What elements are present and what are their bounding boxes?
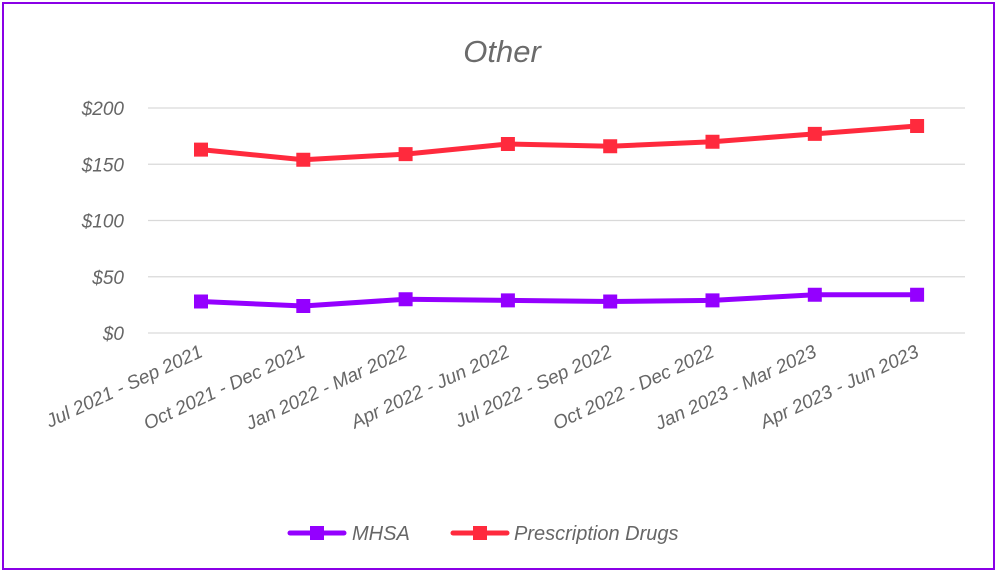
data-point — [603, 139, 618, 154]
x-tick-label: Jan 2022 - Mar 2022 — [242, 341, 411, 435]
data-point — [194, 294, 208, 309]
x-tick-label: Jan 2023 - Mar 2023 — [651, 341, 820, 435]
legend-marker — [310, 526, 324, 540]
series-line-prescription-drugs — [198, 123, 920, 163]
data-point — [705, 293, 720, 308]
data-point — [296, 299, 311, 313]
legend-marker — [473, 526, 487, 540]
data-point — [194, 142, 208, 157]
data-point — [807, 287, 822, 302]
y-tick-label: $150 — [81, 155, 125, 176]
legend-label: MHSA — [352, 523, 410, 545]
data-point — [603, 294, 618, 309]
data-point — [500, 293, 515, 308]
data-point — [910, 119, 925, 133]
series-line-mhsa — [198, 292, 920, 309]
chart-title: Other — [463, 34, 542, 69]
data-point — [705, 134, 720, 149]
y-tick-label: $200 — [81, 99, 125, 120]
data-point — [910, 287, 925, 302]
y-tick-label: $0 — [102, 324, 125, 345]
grid — [148, 107, 965, 334]
data-point — [500, 137, 515, 151]
data-point — [296, 152, 311, 167]
legend: MHSA Prescription Drugs — [287, 523, 679, 545]
y-tick-label: $50 — [91, 268, 124, 289]
data-point — [398, 147, 413, 162]
data-point — [398, 292, 413, 307]
legend-label: Prescription Drugs — [514, 523, 679, 545]
y-axis: $0 $50 $100 $150 $200 — [81, 99, 125, 345]
y-tick-label: $100 — [81, 212, 125, 233]
data-point — [807, 126, 822, 141]
series-layer — [194, 119, 925, 313]
